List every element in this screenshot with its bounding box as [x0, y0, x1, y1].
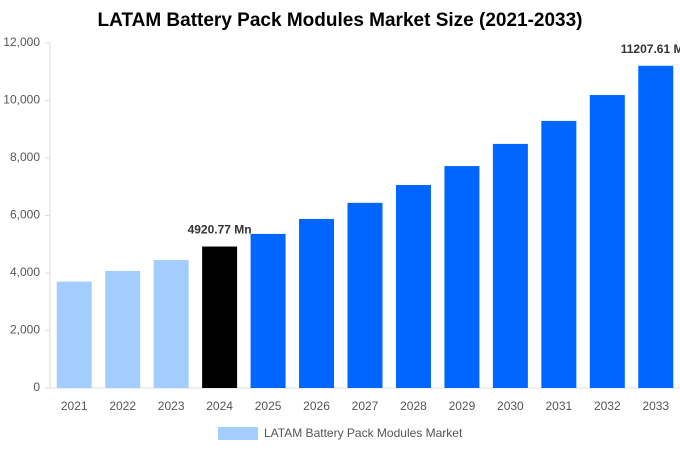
- bar: [202, 246, 238, 388]
- x-tick-label: 2032: [594, 399, 621, 413]
- x-tick-label: 2027: [352, 399, 379, 413]
- bar: [105, 270, 141, 388]
- bar: [444, 166, 480, 388]
- x-tick-label: 2025: [255, 399, 282, 413]
- bar: [395, 185, 431, 388]
- x-tick-label: 2029: [449, 399, 476, 413]
- x-tick-label: 2023: [158, 399, 185, 413]
- bar: [56, 281, 92, 388]
- x-tick-label: 2033: [642, 399, 669, 413]
- bar: [347, 202, 383, 388]
- y-tick-label: 12,000: [3, 35, 40, 49]
- data-label: 4920.77 Mn: [188, 223, 252, 237]
- y-tick-label: 4,000: [10, 265, 40, 279]
- x-tick-label: 2026: [303, 399, 330, 413]
- y-tick-label: 6,000: [10, 208, 40, 222]
- bar: [153, 260, 189, 388]
- bar: [589, 95, 625, 388]
- chart-title: LATAM Battery Pack Modules Market Size (…: [97, 10, 582, 31]
- legend-swatch: [218, 427, 258, 440]
- bar: [541, 120, 577, 388]
- x-tick-label: 2022: [109, 399, 136, 413]
- legend-label: LATAM Battery Pack Modules Market: [264, 426, 463, 440]
- y-tick-label: 8,000: [10, 150, 40, 164]
- x-tick-label: 2028: [400, 399, 427, 413]
- y-tick-label: 2,000: [10, 323, 40, 337]
- x-tick-label: 2021: [61, 399, 88, 413]
- x-tick-label: 2024: [206, 399, 233, 413]
- data-label: 11207.61 Mn: [621, 42, 680, 56]
- x-tick-label: 2031: [545, 399, 572, 413]
- bar: [299, 218, 335, 388]
- bar: [638, 65, 674, 388]
- y-tick-label: 10,000: [3, 93, 40, 107]
- y-tick-label: 0: [33, 380, 40, 394]
- x-tick-label: 2030: [497, 399, 524, 413]
- bar: [250, 233, 286, 388]
- bar: [492, 143, 528, 388]
